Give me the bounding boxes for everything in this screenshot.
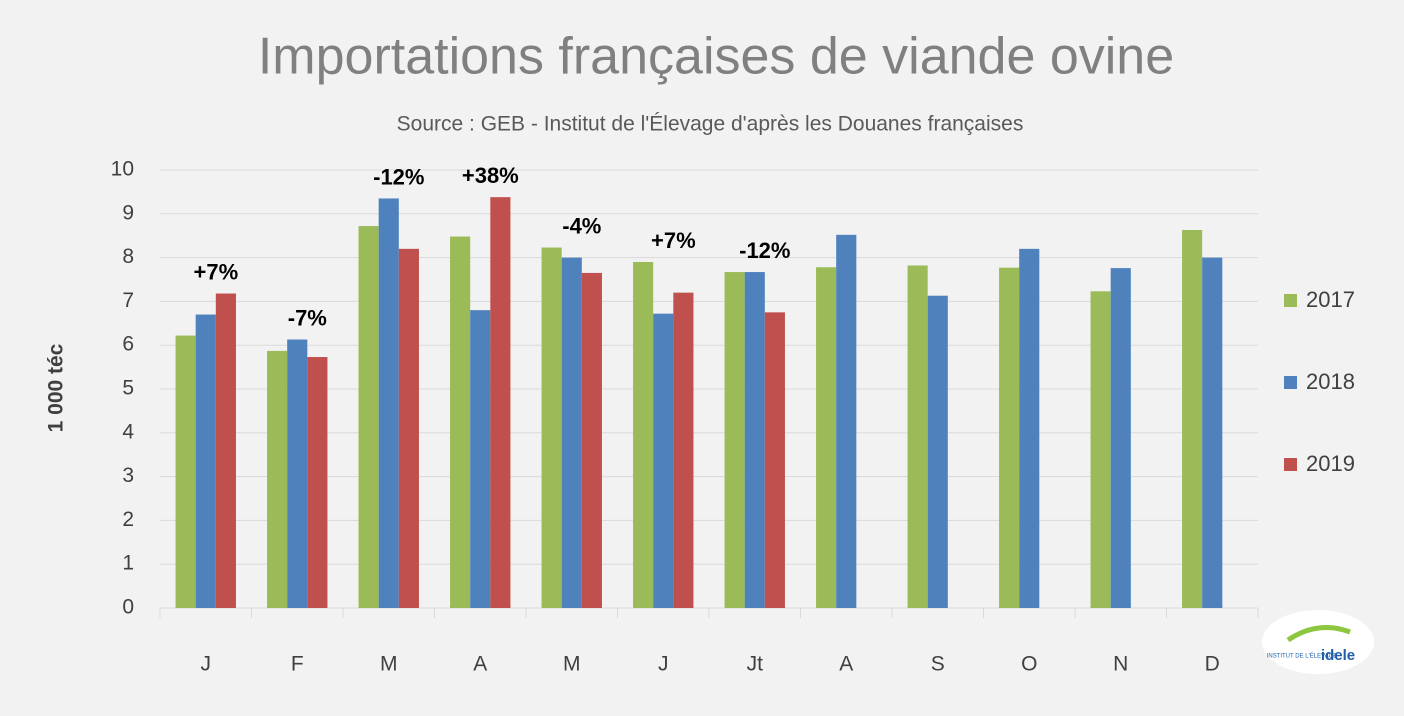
bar <box>581 272 602 608</box>
annotation: +7% <box>651 228 696 253</box>
x-tick-label: M <box>563 653 581 676</box>
x-tick-label: A <box>839 653 853 676</box>
logo: INSTITUT DE L'ÉLEVAGE idele <box>1262 610 1374 674</box>
bar <box>836 234 857 608</box>
bar <box>1182 230 1203 609</box>
bar <box>1019 248 1040 608</box>
bar <box>561 257 582 608</box>
y-tick-label: 6 <box>122 333 134 356</box>
legend-swatch <box>1284 458 1297 471</box>
bar <box>267 350 288 608</box>
x-tick-label: Jt <box>747 653 764 676</box>
x-tick-label: N <box>1113 653 1128 676</box>
logo-top: INSTITUT DE L'ÉLEVAGE <box>1267 653 1338 660</box>
y-tick-label: 8 <box>122 245 134 268</box>
logo-swoosh <box>1286 625 1351 643</box>
bar <box>999 267 1020 608</box>
legend-label: 2018 <box>1306 369 1355 394</box>
y-tick-label: 0 <box>122 596 134 619</box>
annotation: -4% <box>562 213 601 238</box>
bar <box>287 339 308 608</box>
annotation: -12% <box>373 164 424 189</box>
bar <box>927 295 948 608</box>
bar <box>1110 268 1131 608</box>
y-tick-label: 5 <box>122 377 134 400</box>
y-tick-label: 7 <box>122 289 134 312</box>
bar <box>633 261 654 608</box>
x-tick-label: J <box>658 653 669 676</box>
chart-subtitle: Source : GEB - Institut de l'Élevage d'a… <box>397 113 1024 136</box>
y-tick-label: 9 <box>122 201 134 224</box>
bar <box>907 265 928 608</box>
x-tick-label: O <box>1021 653 1037 676</box>
x-tick-label: J <box>201 653 212 676</box>
bar <box>1202 257 1223 608</box>
annotation: -12% <box>739 238 790 263</box>
bar <box>378 198 399 608</box>
legend-swatch <box>1284 294 1297 307</box>
bar <box>307 357 328 608</box>
annotation: +7% <box>193 259 238 284</box>
chart-title: Importations françaises de viande ovine <box>258 28 1174 86</box>
bar <box>764 312 785 608</box>
y-tick-label: 4 <box>122 420 134 443</box>
bar <box>653 313 674 608</box>
bar <box>1090 291 1111 608</box>
x-tick-label: S <box>931 653 945 676</box>
bar <box>215 293 236 608</box>
bar <box>398 248 419 608</box>
bar <box>195 314 216 608</box>
logo-name: idele <box>1321 647 1355 664</box>
annotation: -7% <box>288 305 327 330</box>
bar <box>724 272 745 608</box>
y-tick-label: 1 <box>122 552 134 575</box>
bar <box>175 335 196 608</box>
x-tick-label: D <box>1205 653 1220 676</box>
x-tick-label: A <box>473 653 487 676</box>
y-axis-label: 1 000 téc <box>45 343 68 432</box>
bar <box>358 226 379 608</box>
y-tick-label: 10 <box>111 158 134 181</box>
legend-swatch <box>1284 376 1297 389</box>
y-tick-label: 2 <box>122 508 134 531</box>
bar <box>673 292 694 608</box>
bar <box>541 247 562 608</box>
bar <box>490 197 511 608</box>
annotation: +38% <box>462 163 519 188</box>
bar <box>744 272 765 608</box>
legend-label: 2019 <box>1306 451 1355 476</box>
x-tick-label: M <box>380 653 398 676</box>
logo-badge <box>1262 610 1374 674</box>
bar <box>816 267 837 608</box>
bar <box>450 236 471 609</box>
x-tick-label: F <box>291 653 304 676</box>
y-tick-label: 3 <box>122 464 134 487</box>
bar <box>470 310 491 608</box>
legend-label: 2017 <box>1306 287 1355 312</box>
